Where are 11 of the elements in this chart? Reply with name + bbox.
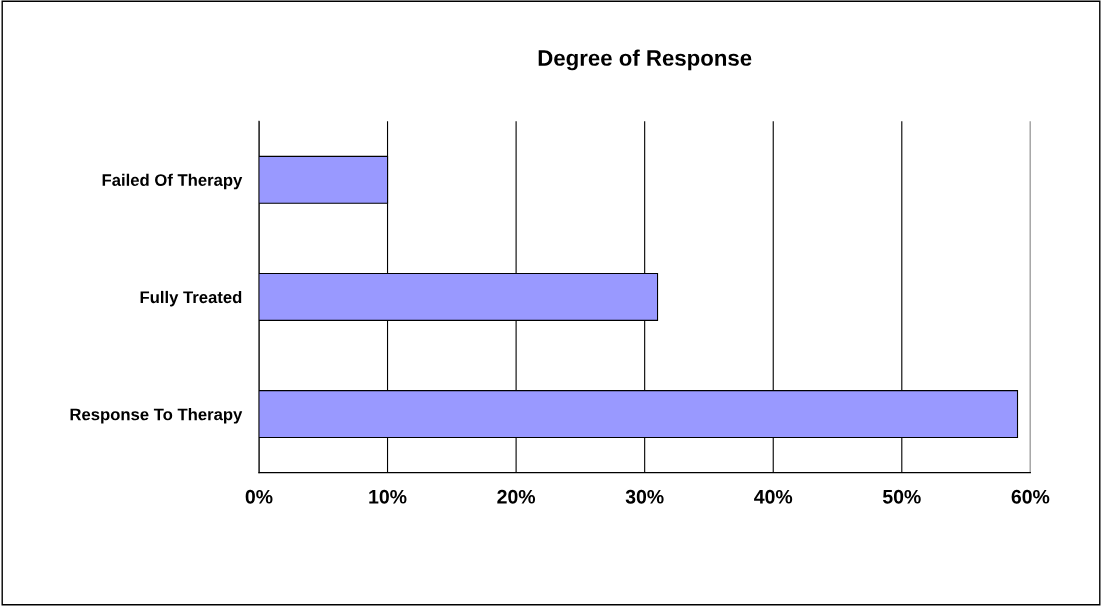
x-tick-label: 0% <box>245 489 273 504</box>
y-tick-label: Failed Of Therapy <box>102 173 243 190</box>
x-tick-label: 20% <box>497 489 536 504</box>
y-tick-label: Response To Therapy <box>70 408 243 424</box>
x-tick-label: 10% <box>369 489 407 504</box>
x-tick-label: 40% <box>754 489 793 504</box>
chart-title: Degree of Response <box>538 49 752 71</box>
y-tick-label: Fully Treated <box>140 290 242 307</box>
x-tick-label: 30% <box>625 489 664 504</box>
x-tick-label: 50% <box>882 489 921 504</box>
x-tick-label: 60% <box>1011 489 1050 504</box>
